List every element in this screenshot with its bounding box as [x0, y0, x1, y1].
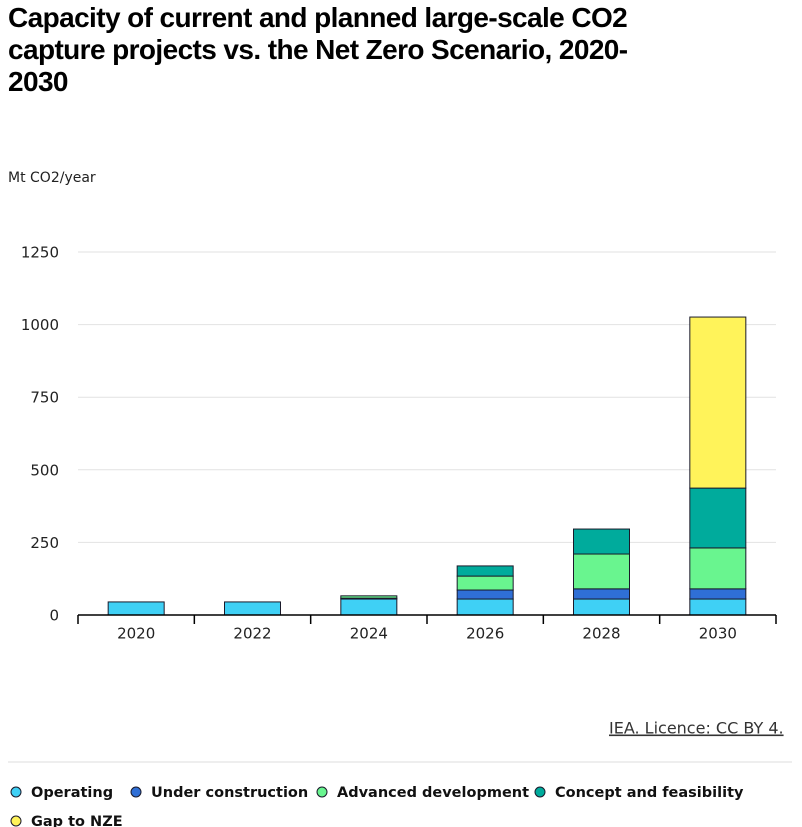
x-tick-label: 2020 [117, 625, 155, 643]
bar-segment [456, 575, 514, 591]
legend-swatch [10, 786, 22, 798]
legend-label: Gap to NZE [31, 814, 123, 827]
bar-segment [340, 598, 398, 616]
bar-segment [573, 553, 630, 590]
legend-swatch [316, 786, 328, 798]
legend-swatch [10, 815, 22, 827]
x-tick-label: 2022 [233, 625, 271, 643]
bar-segment [689, 598, 747, 616]
legend-swatch [534, 786, 546, 798]
y-tick-label: 750 [30, 389, 59, 407]
y-tick-label: 500 [30, 461, 59, 479]
legend-label: Operating [31, 785, 113, 801]
legend-swatch [130, 786, 142, 798]
y-axis-label: Mt CO2/year [8, 170, 96, 186]
bar-segment [224, 601, 281, 616]
bar-segment [456, 565, 514, 577]
bar-segment [573, 588, 630, 600]
bar-segment [689, 316, 747, 489]
y-tick-label: 0 [49, 607, 59, 625]
y-tick-label: 1000 [21, 316, 59, 334]
bar-segment [573, 528, 630, 555]
x-tick-label: 2024 [350, 625, 388, 643]
y-tick-label: 1250 [21, 244, 59, 262]
bar-segment [689, 547, 747, 590]
bar-segment [456, 598, 514, 616]
x-tick-label: 2028 [582, 625, 620, 643]
x-tick-label: 2026 [466, 625, 504, 643]
bar-segment [107, 601, 165, 616]
bar-segment [340, 595, 398, 599]
x-tick-label: 2030 [699, 625, 737, 643]
y-tick-label: 250 [30, 534, 59, 552]
source: IEA. Licence: CC BY 4. [609, 719, 784, 738]
bar-segment [689, 588, 747, 600]
legend-label: Under construction [151, 785, 308, 801]
legend-label: Advanced development [337, 785, 529, 801]
chart-title: Capacity of current and planned large-sc… [8, 2, 628, 97]
bar-segment [456, 589, 514, 600]
legend-label: Concept and feasibility [555, 785, 744, 801]
bar-segment [689, 487, 747, 549]
bar-segment [573, 598, 630, 616]
